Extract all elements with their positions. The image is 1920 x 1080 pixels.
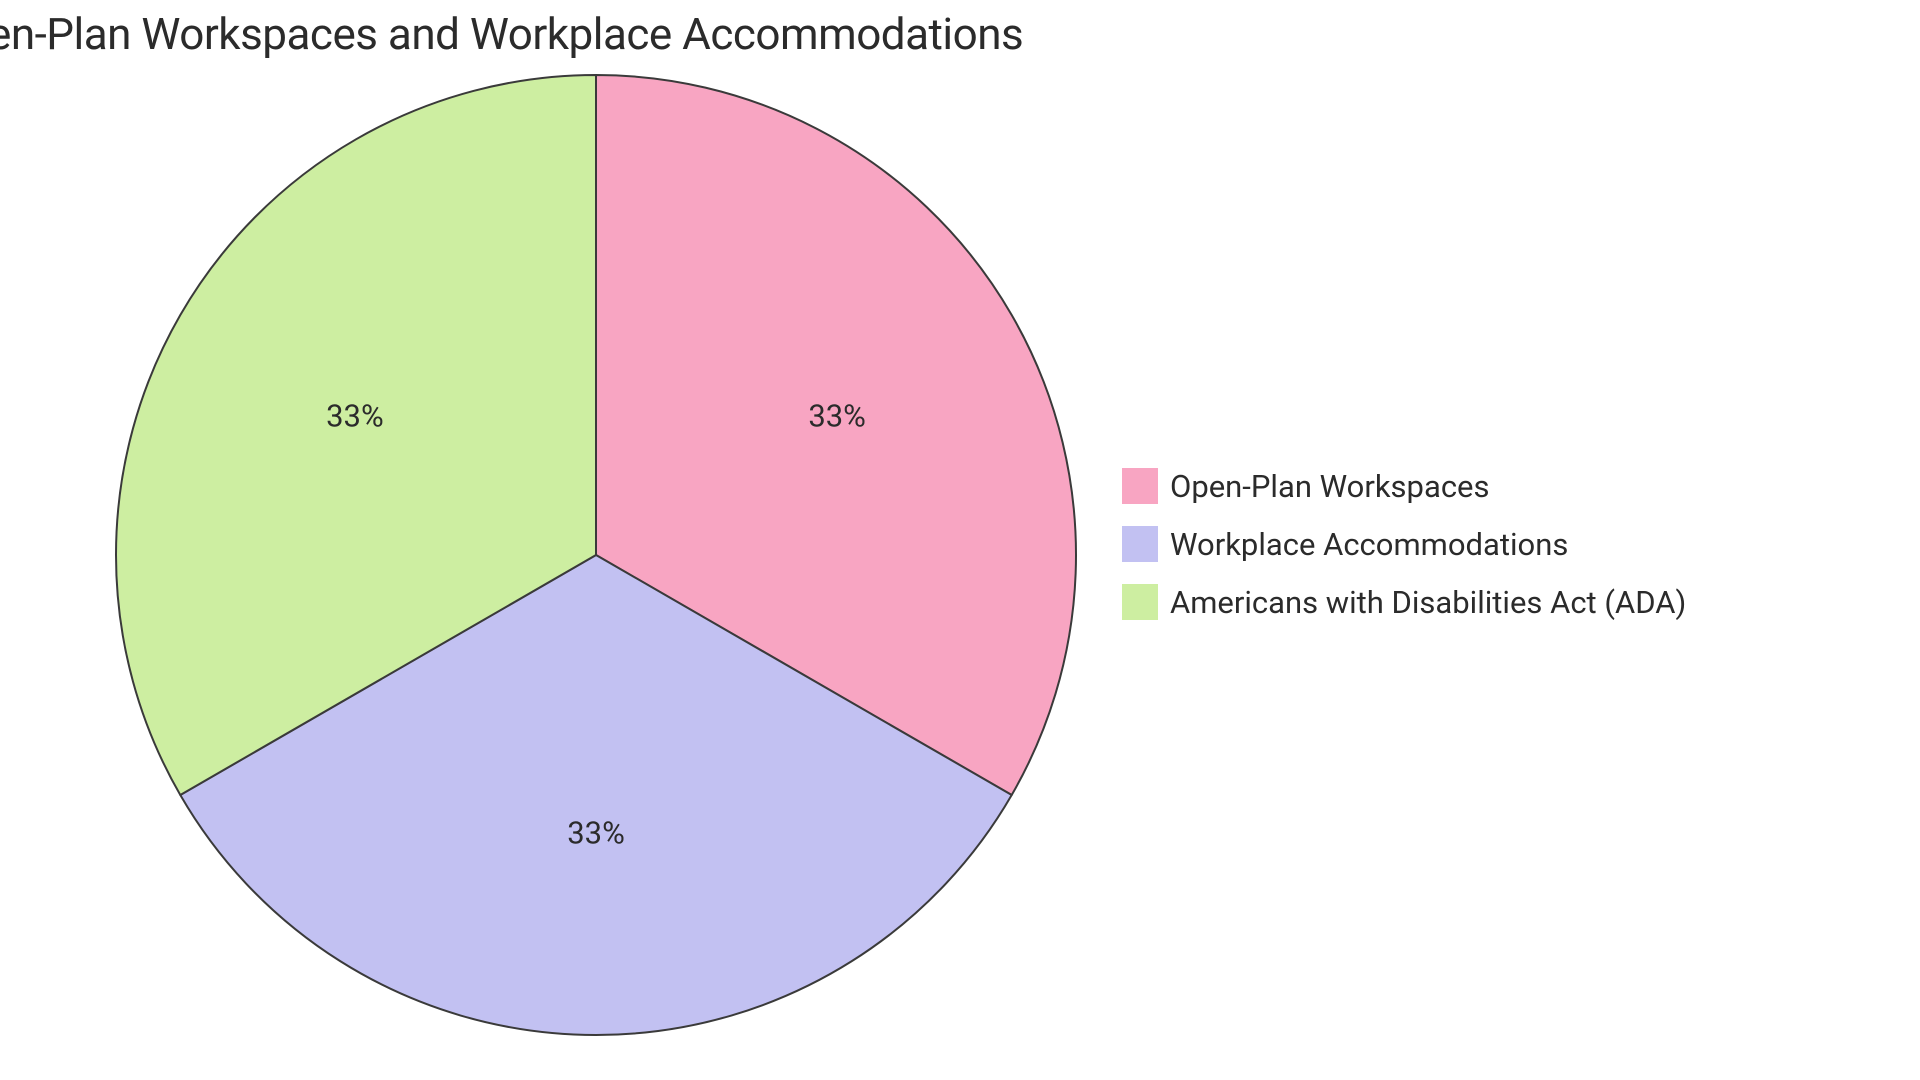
- slice-percent-label: 33%: [326, 397, 384, 434]
- legend-label: Workplace Accommodations: [1170, 526, 1568, 563]
- legend-swatch: [1122, 526, 1158, 562]
- legend-item: Workplace Accommodations: [1122, 518, 1686, 570]
- legend-swatch: [1122, 468, 1158, 504]
- slice-percent-label: 33%: [567, 815, 625, 852]
- legend-label: Open-Plan Workspaces: [1170, 468, 1490, 505]
- chart-title: en-Plan Workspaces and Workplace Accommo…: [0, 8, 1023, 60]
- pie-chart-svg: [112, 71, 1080, 1039]
- legend-item: Open-Plan Workspaces: [1122, 460, 1686, 512]
- pie-chart: [112, 71, 1080, 1043]
- slice-percent-label: 33%: [808, 397, 866, 434]
- legend-swatch: [1122, 584, 1158, 620]
- legend-label: Americans with Disabilities Act (ADA): [1170, 584, 1686, 621]
- legend: Open-Plan Workspaces Workplace Accommodat…: [1122, 460, 1686, 634]
- legend-item: Americans with Disabilities Act (ADA): [1122, 576, 1686, 628]
